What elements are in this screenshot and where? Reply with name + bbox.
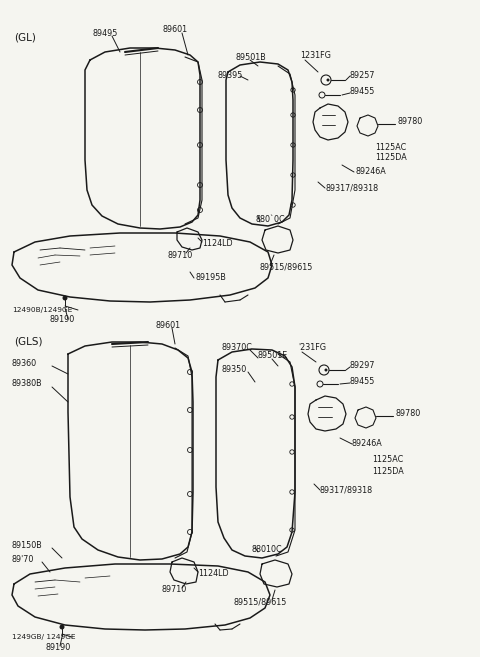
Text: 89710: 89710 <box>168 250 192 260</box>
Text: (GL): (GL) <box>14 33 36 43</box>
Text: 89370C: 89370C <box>222 342 253 351</box>
Text: 89257: 89257 <box>350 72 375 81</box>
Text: 1125DA: 1125DA <box>372 468 404 476</box>
Text: 89317/89318: 89317/89318 <box>320 486 373 495</box>
Text: 89395: 89395 <box>218 70 243 79</box>
Text: 89710: 89710 <box>161 585 187 595</box>
Text: 1124LD: 1124LD <box>198 570 228 579</box>
Text: 89246A: 89246A <box>355 168 386 177</box>
Text: 89'70: 89'70 <box>12 556 35 564</box>
Text: 1125AC: 1125AC <box>375 143 406 152</box>
Text: (GLS): (GLS) <box>14 337 43 347</box>
Text: 89380B: 89380B <box>12 380 43 388</box>
Circle shape <box>324 369 327 371</box>
Text: 89495: 89495 <box>92 28 118 37</box>
Text: 1125DA: 1125DA <box>375 154 407 162</box>
Text: 89150B: 89150B <box>12 541 43 551</box>
Text: 89246A: 89246A <box>352 440 383 449</box>
Circle shape <box>60 625 64 629</box>
Text: 1124LD: 1124LD <box>202 238 233 248</box>
Text: 89780: 89780 <box>396 409 421 419</box>
Text: '231FG: '231FG <box>298 344 326 353</box>
Text: 89601: 89601 <box>156 321 180 330</box>
Text: 89455: 89455 <box>350 378 375 386</box>
Text: 89360: 89360 <box>12 359 37 369</box>
Text: 89195B: 89195B <box>195 273 226 283</box>
Text: 89780: 89780 <box>398 118 423 127</box>
Text: 89601: 89601 <box>162 26 188 35</box>
Text: 880`0C: 880`0C <box>255 215 285 225</box>
Text: 89501B: 89501B <box>235 53 266 62</box>
Text: 89350: 89350 <box>222 365 247 374</box>
Text: 1125AC: 1125AC <box>372 455 403 464</box>
Text: 89297: 89297 <box>350 361 375 371</box>
Text: 89190: 89190 <box>50 315 75 325</box>
Text: 89515/89615: 89515/89615 <box>260 263 313 271</box>
Text: 89455: 89455 <box>350 87 375 97</box>
Circle shape <box>62 296 68 300</box>
Text: 12490B/1249GE: 12490B/1249GE <box>12 307 72 313</box>
Text: 89190: 89190 <box>45 643 70 652</box>
Text: 88010C: 88010C <box>252 545 283 555</box>
Text: 89317/89318: 89317/89318 <box>325 183 378 193</box>
Text: 89515/89615: 89515/89615 <box>233 597 287 606</box>
Text: 89501E: 89501E <box>258 351 288 361</box>
Circle shape <box>326 78 329 81</box>
Text: 1249GB/ 1249GE: 1249GB/ 1249GE <box>12 634 75 640</box>
Text: 1231FG: 1231FG <box>300 51 331 60</box>
